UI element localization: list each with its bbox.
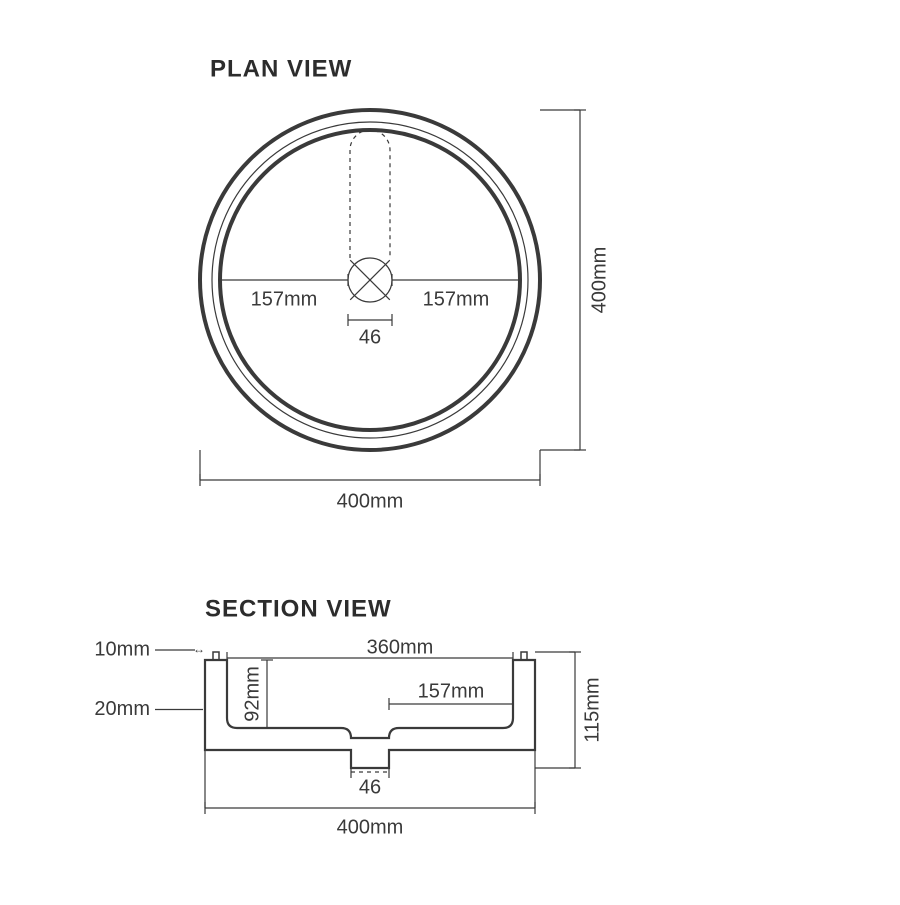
plan-overflow-slot	[350, 130, 390, 258]
dim-10mm: 10mm	[94, 638, 150, 660]
dim-400-plan-w: 400mm	[337, 490, 404, 512]
dim-46-section: 46	[359, 776, 381, 798]
dim-400-plan-h: 400mm	[588, 247, 610, 314]
technical-drawing: PLAN VIEW 157mm 157mm 46 400mm 400mm SECTION V…	[0, 0, 900, 900]
dim-arrows-icon: ↔	[193, 642, 205, 656]
dim-157-section: 157mm	[418, 680, 485, 702]
section-view-title: SECTION VIEW	[205, 595, 392, 622]
dim-20mm: 20mm	[94, 698, 150, 720]
dim-157-right: 157mm	[423, 288, 490, 310]
dim-115mm: 115mm	[581, 677, 603, 742]
dim-46-plan: 46	[359, 326, 381, 348]
dim-92mm: 92mm	[241, 666, 263, 722]
dim-157-left: 157mm	[251, 288, 318, 310]
dim-400-section: 400mm	[337, 816, 404, 838]
section-lip-left	[213, 652, 219, 660]
plan-view-title: PLAN VIEW	[210, 55, 352, 82]
dim-360mm: 360mm	[367, 636, 434, 658]
section-lip-right	[521, 652, 527, 660]
